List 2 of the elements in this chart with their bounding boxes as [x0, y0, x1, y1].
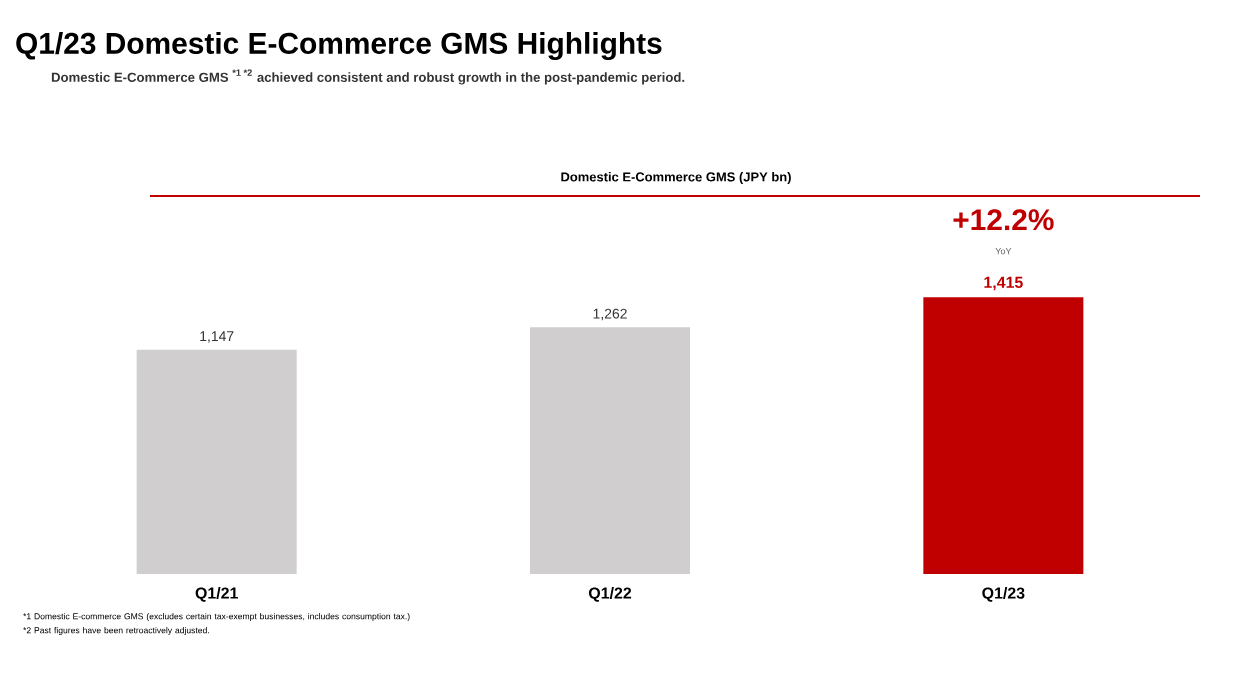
chart-title: Q1/23 Domestic E-Commerce GMS Highlights	[16, 32, 662, 60]
annotation: +12.2%	[953, 209, 1054, 231]
